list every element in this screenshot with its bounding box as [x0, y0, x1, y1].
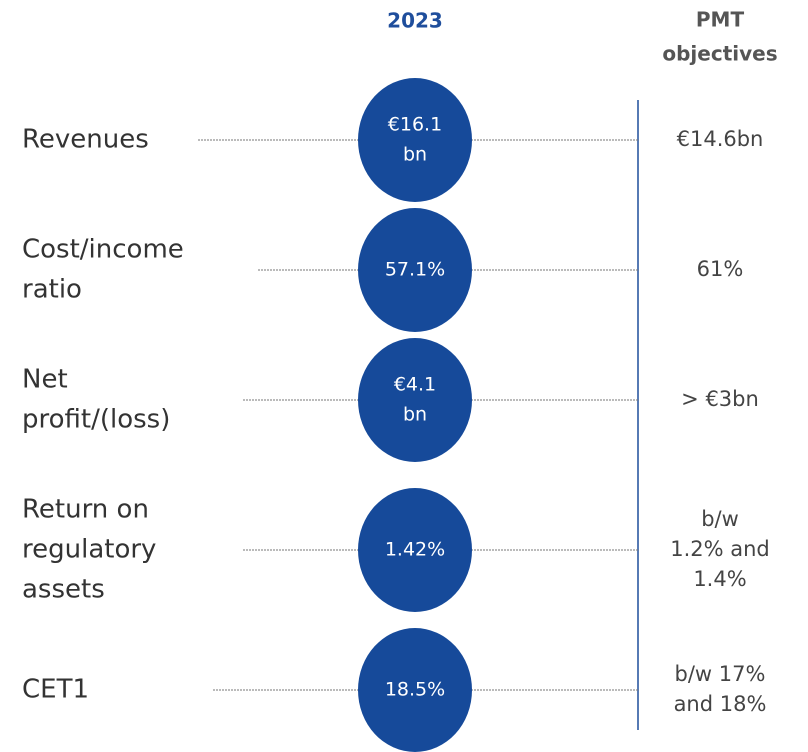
row-label: regulatory [22, 535, 156, 565]
row-value: 18.5% [385, 679, 445, 701]
row-value: bn [403, 404, 427, 426]
row-objective: b/w [701, 507, 739, 531]
value-circle [358, 628, 472, 752]
row-label: ratio [22, 275, 82, 305]
row-value: bn [403, 144, 427, 166]
row-label: Net [22, 365, 68, 395]
row-label: Return on [22, 495, 149, 525]
row-value: 1.42% [385, 539, 445, 561]
value-circle [358, 488, 472, 612]
row-value: €4.1 [394, 374, 436, 396]
row-value: 57.1% [385, 259, 445, 281]
row-label: assets [22, 575, 105, 605]
objectives-header: PMT [696, 8, 745, 32]
row-value: €16.1 [388, 114, 442, 136]
row-objective: and 18% [674, 692, 767, 716]
row-label: profit/(loss) [22, 405, 170, 435]
row-objective: €14.6bn [677, 127, 764, 151]
row-objective: 61% [697, 257, 744, 281]
row-label: Cost/income [22, 235, 184, 265]
row-objective: b/w 17% [675, 662, 766, 686]
row-objective: 1.2% and [670, 537, 770, 561]
value-circle [358, 208, 472, 332]
row-objective: 1.4% [693, 567, 746, 591]
row-objective: > €3bn [681, 387, 759, 411]
row-label: Revenues [22, 125, 149, 155]
year-header: 2023 [387, 9, 443, 33]
value-circle [358, 338, 472, 462]
value-circle [358, 78, 472, 202]
row-label: CET1 [22, 675, 89, 705]
objectives-header: objectives [662, 42, 777, 66]
